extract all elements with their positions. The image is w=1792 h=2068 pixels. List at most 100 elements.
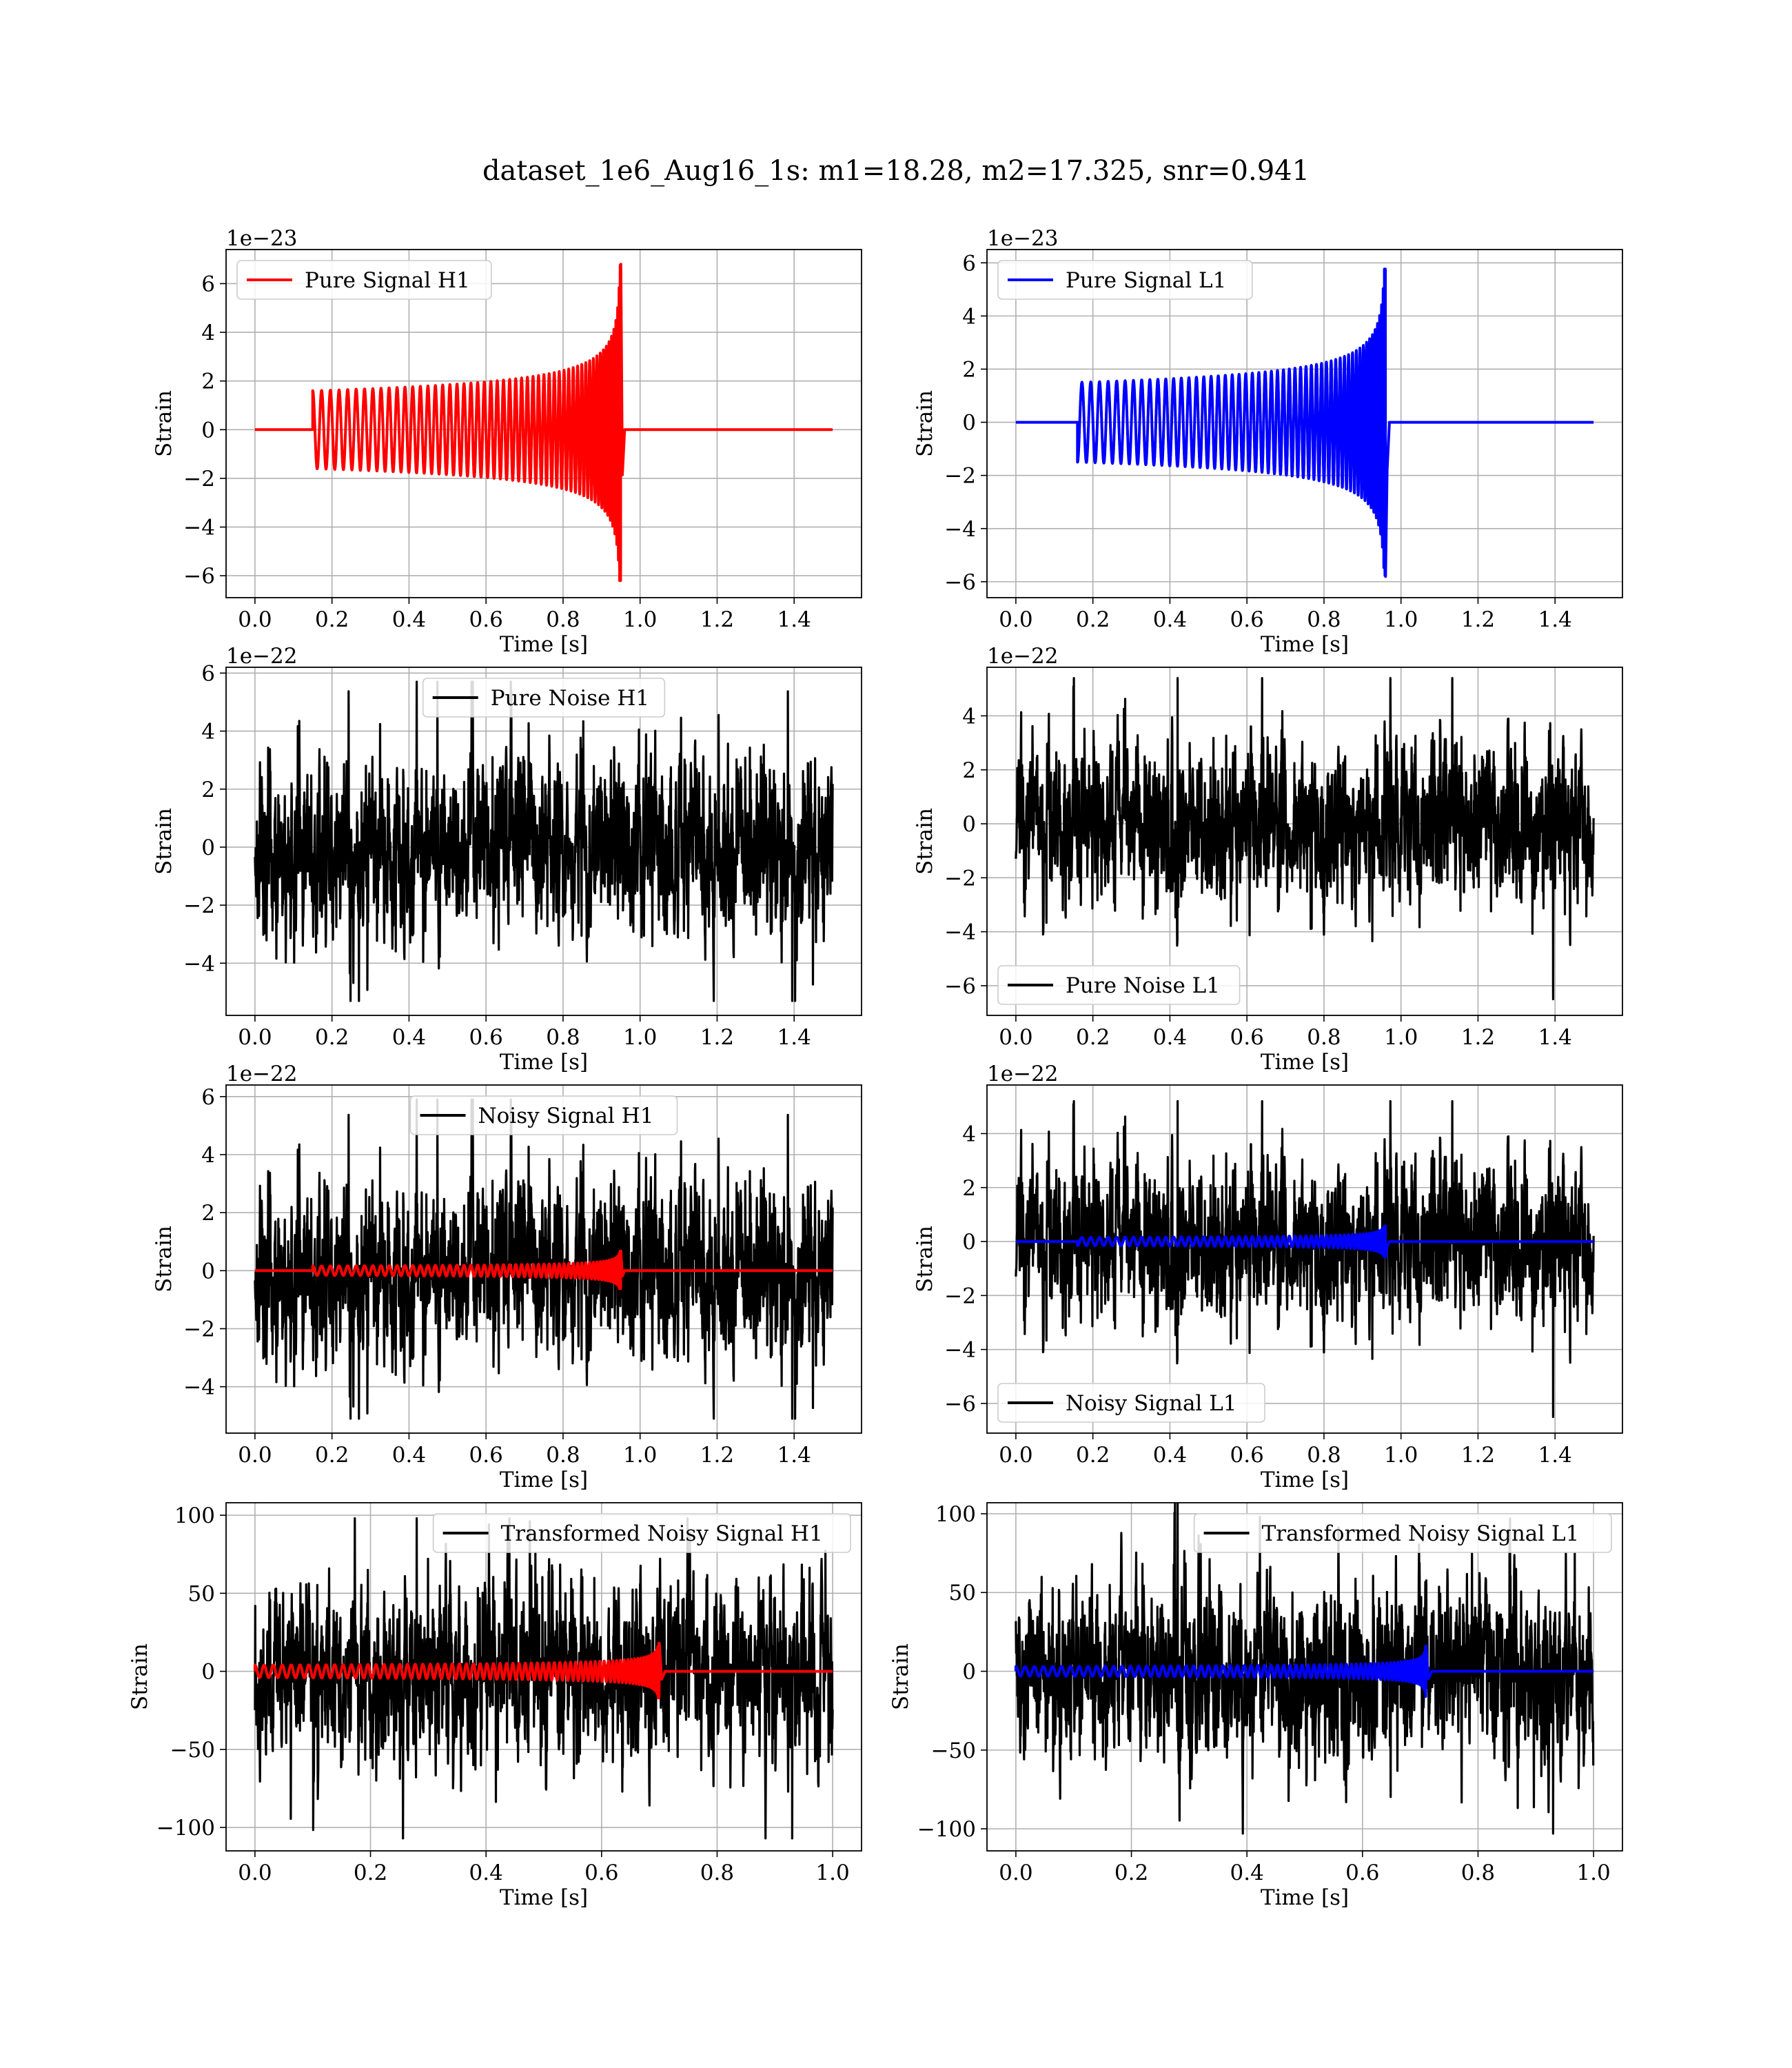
x-tick-label: 0.6: [1230, 1443, 1264, 1468]
series-group: [254, 1098, 834, 1420]
y-tick-label: 6: [201, 1085, 215, 1110]
y-tick-label: 2: [201, 369, 215, 394]
x-tick-label: 0.4: [392, 1443, 426, 1468]
x-tick-label: 0.6: [469, 1443, 503, 1468]
x-tick-label: 1.4: [777, 1025, 811, 1050]
x-axis-label: Time [s]: [1261, 1468, 1349, 1492]
subplot-7: 0.0 0.2 0.4 0.6 0.8 1.0 −100 −50 0 50 100 Time [s] S…: [128, 1502, 862, 1910]
y-tick-label: −4: [944, 920, 976, 945]
x-tick-label: 0.0: [999, 1861, 1032, 1885]
legend-label: Pure Noise L1: [1066, 973, 1220, 998]
axes-frame: [225, 1502, 862, 1852]
x-tick-label: 1.2: [700, 607, 734, 632]
offset-text: 1e−22: [987, 1062, 1059, 1086]
y-tick-label: 50: [949, 1581, 976, 1605]
legend-frame: [236, 260, 492, 300]
legend-frame: [997, 1383, 1265, 1423]
x-tick-label: 1.4: [1538, 607, 1572, 632]
x-tick-label: 0.4: [392, 1025, 426, 1050]
x-tick-label: 1.4: [1538, 1025, 1572, 1050]
subplot-3: 0.0 0.2 0.4 0.6 0.8 1.0 1.2 1.4 −4 −2 0 2 4 6 Time [s]…: [152, 644, 862, 1075]
series-group: [1015, 1099, 1595, 1419]
x-axis-label: Time [s]: [1261, 1050, 1349, 1075]
x-tick-label: 1.0: [623, 607, 657, 632]
y-tick-label: 2: [201, 1201, 215, 1226]
y-tick-label: 4: [201, 1143, 215, 1168]
y-tick-label: 4: [201, 321, 215, 345]
signal-line: [254, 1249, 833, 1290]
y-tick-label: 0: [201, 418, 215, 443]
legend-frame: [422, 678, 666, 718]
y-tick-label: −6: [944, 974, 976, 999]
x-tick-label: 0.6: [1345, 1861, 1379, 1885]
signal-line: [1015, 1224, 1594, 1259]
y-tick-label: −50: [931, 1738, 976, 1763]
x-tick-label: 0.6: [584, 1861, 618, 1885]
x-tick-label: 0.2: [315, 1025, 349, 1050]
x-tick-label: 0.4: [469, 1861, 503, 1885]
legend-label: Transformed Noisy Signal L1: [1262, 1521, 1580, 1546]
x-tick-label: 0.6: [1230, 607, 1264, 632]
x-tick-label: 0.6: [469, 1025, 503, 1050]
axes-frame: [225, 667, 862, 1016]
x-tick-label: 0.8: [1461, 1861, 1495, 1885]
y-tick-label: −6: [183, 564, 215, 589]
signal-line: [1015, 267, 1594, 578]
x-axis-label: Time [s]: [1261, 632, 1349, 657]
y-axis-label: Strain: [152, 808, 176, 875]
legend: Noisy Signal H1: [409, 1095, 678, 1135]
y-tick-label: −4: [944, 517, 976, 542]
x-tick-label: 0.8: [1307, 1025, 1341, 1050]
y-tick-label: −6: [944, 1392, 976, 1417]
offset-text: 1e−23: [226, 226, 298, 251]
y-tick-label: 50: [188, 1581, 215, 1606]
x-tick-label: 0.8: [1307, 1443, 1341, 1468]
legend-frame: [409, 1095, 678, 1135]
y-tick-label: 2: [962, 1176, 976, 1201]
x-tick-label: 1.0: [1384, 607, 1418, 632]
series-group: [1015, 677, 1595, 1001]
y-axis-label: Strain: [152, 390, 176, 457]
y-tick-label: −2: [944, 1284, 976, 1308]
y-tick-label: 2: [962, 357, 976, 382]
legend: Transformed Noisy Signal L1: [1193, 1513, 1612, 1553]
axes-frame: [225, 1084, 862, 1434]
x-tick-label: 0.2: [1076, 1443, 1110, 1468]
x-axis-label: Time [s]: [500, 1885, 588, 1910]
y-axis-label: Strain: [913, 808, 937, 875]
x-tick-label: 1.0: [623, 1025, 657, 1050]
offset-text: 1e−22: [226, 1062, 298, 1086]
offset-text: 1e−23: [987, 226, 1059, 251]
x-axis-label: Time [s]: [500, 1468, 588, 1492]
signal-line: [1014, 1644, 1594, 1698]
subplot-1: 0.0 0.2 0.4 0.6 0.8 1.0 1.2 1.4 −6 −4 −2 0 2 4 6 Time […: [152, 226, 862, 657]
y-tick-label: 4: [201, 720, 215, 744]
x-tick-label: 1.2: [1461, 1025, 1495, 1050]
y-tick-label: 4: [962, 704, 976, 729]
x-axis-label: Time [s]: [500, 632, 588, 657]
x-tick-label: 0.0: [238, 1861, 272, 1885]
y-tick-label: −2: [944, 464, 976, 489]
x-tick-label: 1.0: [1384, 1025, 1418, 1050]
x-tick-label: 1.4: [777, 1443, 811, 1468]
y-tick-label: 0: [201, 1259, 215, 1284]
y-tick-label: −4: [183, 516, 215, 540]
figure-title: dataset_1e6_Aug16_1s: m1=18.28, m2=17.32…: [482, 155, 1310, 187]
x-tick-label: 1.2: [700, 1443, 734, 1468]
noise-line: [254, 680, 834, 1002]
x-tick-label: 1.2: [1461, 607, 1495, 632]
x-tick-label: 0.8: [700, 1861, 734, 1885]
x-tick-label: 0.8: [546, 1025, 580, 1050]
x-axis-label: Time [s]: [1261, 1885, 1349, 1910]
axes-frame: [986, 249, 1623, 598]
x-axis-label: Time [s]: [500, 1050, 588, 1075]
legend-frame: [997, 965, 1241, 1005]
x-tick-label: 0.4: [1153, 607, 1187, 632]
legend-label: Noisy Signal H1: [478, 1104, 654, 1128]
x-tick-label: 0.4: [1153, 1443, 1187, 1468]
offset-text: 1e−22: [987, 644, 1059, 669]
signal-line: [254, 263, 833, 582]
y-tick-label: 6: [201, 661, 215, 686]
noise-line: [1015, 1503, 1595, 1835]
